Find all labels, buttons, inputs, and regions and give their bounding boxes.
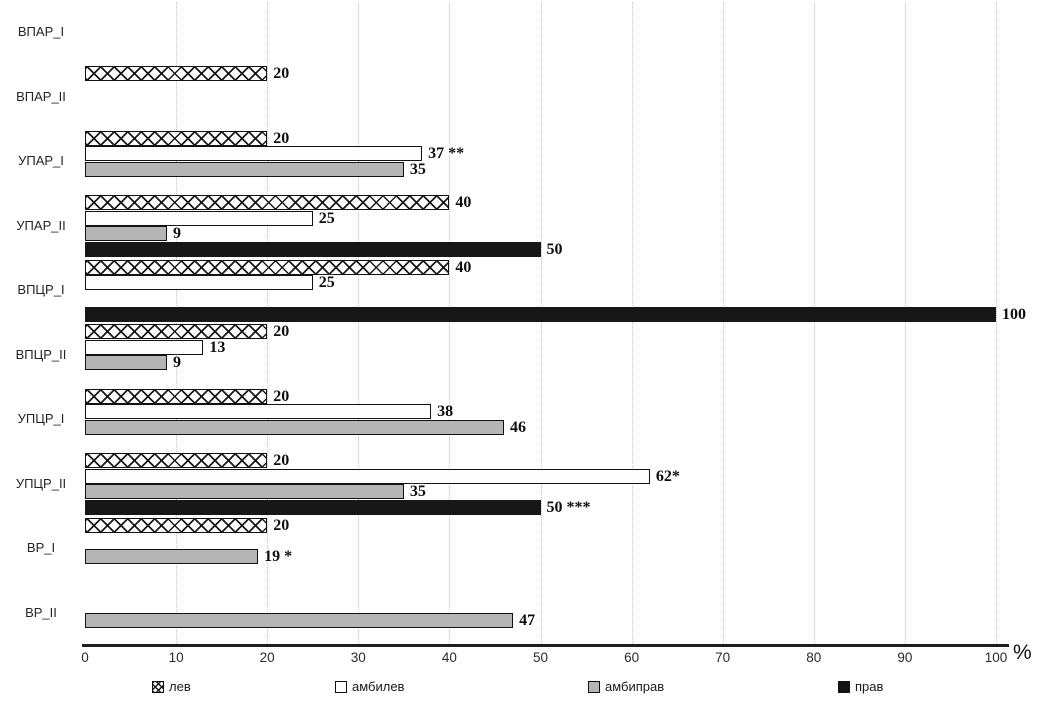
bar-амбиправ — [85, 548, 259, 564]
bar-value-label: 47 — [519, 612, 536, 630]
legend-item: амбилев — [335, 679, 404, 694]
bar-амбиправ — [85, 355, 167, 371]
bar-амбиправ — [85, 613, 514, 629]
bar-value-label: 25 — [318, 274, 335, 292]
legend-marker-прав — [838, 680, 850, 693]
legend-item: лев — [152, 679, 191, 694]
legend-marker-амбиправ — [588, 680, 600, 693]
bar-лев — [85, 453, 268, 468]
legend-label: лев — [169, 679, 191, 694]
legend-label: прав — [855, 679, 884, 694]
bar-амбиправ — [85, 161, 404, 177]
bar-value-label: 25 — [318, 209, 335, 227]
bar-value-label: 40 — [455, 258, 472, 276]
x-tick-label: 80 — [806, 650, 822, 665]
bar-лев — [85, 195, 450, 210]
bar-value-label: 20 — [273, 323, 290, 340]
legend-marker-амбилев — [335, 680, 347, 693]
bar-value-label: 19 * — [264, 547, 293, 565]
bar-value-label: 20 — [273, 516, 290, 534]
x-axis-unit-label: % — [1013, 641, 1032, 664]
bar-амбилев — [85, 404, 432, 420]
bar-value-label: 20 — [273, 129, 290, 147]
bar-value-label: 38 — [437, 403, 454, 421]
x-axis-line — [82, 644, 1009, 647]
x-tick-label: 100 — [984, 650, 1008, 665]
bar-value-label: 50 *** — [546, 499, 591, 517]
bar-value-label: 9 — [172, 354, 181, 372]
category-label: ВПЦР_II — [15, 346, 67, 362]
category-label: ВР_II — [25, 604, 57, 620]
bar-лев — [85, 388, 268, 404]
bar-амбилев — [85, 468, 650, 484]
bar-амбилев — [85, 210, 313, 226]
bar-value-label: 50 — [546, 241, 563, 259]
bar-value-label: 46 — [510, 418, 527, 436]
bar-прав — [85, 500, 541, 516]
category-label: ВПАР_II — [16, 88, 66, 104]
bar-value-label: 20 — [273, 452, 290, 469]
bar-value-label: 100 — [1002, 305, 1026, 323]
bar-лев — [85, 66, 268, 81]
bar-value-label: 62* — [655, 467, 680, 485]
bar-лев — [85, 324, 268, 339]
x-tick-label: 40 — [441, 650, 457, 665]
legend-item: амбиправ — [588, 679, 664, 694]
bar-прав — [85, 242, 541, 258]
legend-label: амбилев — [352, 679, 405, 694]
grid-line — [358, 3, 360, 644]
category-label: ВПЦР_I — [17, 282, 65, 298]
bar-амбиправ — [85, 226, 167, 242]
x-tick-label: 50 — [532, 650, 549, 665]
bar-амбиправ — [85, 484, 404, 500]
grid-line — [267, 3, 269, 644]
category-label: ВПАР_I — [17, 24, 65, 40]
grid-line — [722, 3, 724, 644]
legend-marker-лев — [152, 680, 164, 693]
bar-амбилев — [85, 275, 313, 291]
bar-амбилев — [85, 339, 204, 355]
bar-value-label: 9 — [172, 225, 181, 243]
grid-line — [996, 3, 997, 644]
legend-item: прав — [838, 679, 883, 694]
bar-value-label: 13 — [209, 338, 226, 356]
x-tick-label: 60 — [624, 650, 640, 665]
bar-амбилев — [85, 146, 423, 162]
legend-label: амбиправ — [605, 679, 665, 694]
category-label: ВР_I — [26, 540, 56, 556]
bar-value-label: 40 — [455, 194, 472, 211]
bar-прав — [85, 306, 996, 322]
category-label: УПЦР_II — [15, 475, 67, 491]
x-tick-label: 70 — [715, 650, 731, 665]
bar-value-label: 37 ** — [428, 145, 465, 163]
grid-line — [813, 3, 815, 644]
bar-value-label: 35 — [409, 483, 426, 501]
x-tick-label: 10 — [168, 650, 184, 665]
bar-value-label: 35 — [409, 160, 426, 178]
x-tick-label: 90 — [897, 650, 913, 665]
grid-line — [904, 3, 906, 644]
category-label: УПЦР_I — [17, 411, 65, 427]
x-tick-label: 30 — [350, 650, 366, 665]
x-tick-label: 0 — [81, 650, 89, 665]
bar-лев — [85, 517, 268, 533]
grid-line — [631, 3, 633, 644]
bar-value-label: 20 — [273, 387, 290, 405]
bar-лев — [85, 259, 450, 275]
grid-line — [449, 3, 451, 644]
x-tick-label: 20 — [259, 650, 275, 665]
bar-value-label: 20 — [273, 65, 290, 82]
category-label: УПАР_II — [16, 217, 66, 233]
grid-line — [540, 3, 542, 644]
category-label: УПАР_I — [18, 153, 64, 169]
bar-лев — [85, 130, 268, 146]
grid-line — [176, 3, 178, 644]
bar-амбиправ — [85, 419, 505, 435]
